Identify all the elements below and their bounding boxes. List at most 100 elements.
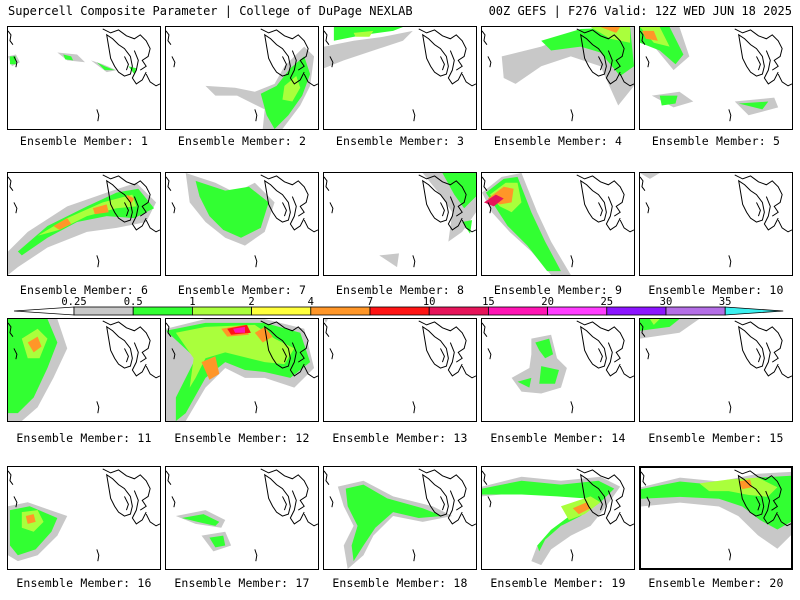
map-outline [734,28,783,71]
map-outline [303,219,318,233]
map-outline [412,255,416,268]
ensemble-member-map-9[interactable] [481,172,635,276]
map-outline [646,496,651,508]
map-outline [264,325,291,369]
map-outline [131,196,147,231]
ensemble-member-map-11[interactable] [7,318,161,422]
map-outline [645,56,650,68]
map-outline [482,176,488,191]
parameter-contour [590,27,631,43]
map-outline [728,255,732,268]
map-outline [447,342,463,377]
ensemble-member-map-8[interactable] [323,172,477,276]
map-outline [171,496,176,508]
ensemble-member-map-15[interactable] [639,318,793,422]
map-outline [619,219,634,233]
map-outline [580,33,607,77]
ensemble-member-map-16[interactable] [7,466,161,570]
legend-tick-label: 35 [718,296,732,308]
map-outline [576,468,625,511]
ensemble-member-map-13[interactable] [323,318,477,422]
map-outline [756,348,761,363]
map-outline [412,549,416,562]
ensemble-member-label-12: Ensemble Member: 12 [174,431,310,445]
map-outline [145,219,160,233]
ensemble-member-map-17[interactable] [165,466,319,570]
map-outline [106,33,133,77]
ensemble-member-label-16: Ensemble Member: 16 [16,576,152,590]
ensemble-member-map-10[interactable] [639,172,793,276]
ensemble-member-map-1[interactable] [7,26,161,130]
map-outline [487,202,492,214]
legend-swatch [606,306,667,316]
map-outline [412,401,416,414]
ensemble-member-map-2[interactable] [165,26,319,130]
header-run-info: 00Z GEFS | F276 Valid: 12Z WED JUN 18 20… [488,4,792,18]
map-outline [422,473,449,517]
map-outline [96,549,100,562]
parameter-contour [442,173,476,234]
map-outline [254,255,258,268]
map-outline [131,342,147,377]
ensemble-member-label-6: Ensemble Member: 6 [19,283,149,297]
ensemble-member-label-14: Ensemble Member: 14 [490,431,626,445]
ensemble-member-map-3[interactable] [323,26,477,130]
map-outline [124,348,129,363]
map-outline [619,513,634,527]
ensemble-member-map-19[interactable] [481,466,635,570]
map-outline [329,56,334,68]
ensemble-member-label-1: Ensemble Member: 1 [19,134,149,148]
parameter-contour [353,30,374,37]
map-outline [777,73,792,87]
ensemble-member-map-12[interactable] [165,318,319,422]
ensemble-member-label-19: Ensemble Member: 19 [490,576,626,590]
map-outline [738,179,765,223]
color-legend [13,306,784,316]
map-outline [605,196,621,231]
legend-tick-label: 10 [422,296,436,308]
ensemble-member-map-20[interactable] [639,466,793,570]
map-outline [580,473,607,517]
map-outline [166,470,172,485]
legend-swatch [251,306,312,316]
map-outline [619,73,634,87]
ensemble-member-map-18[interactable] [323,466,477,570]
ensemble-member-map-7[interactable] [165,172,319,276]
map-outline [605,50,621,85]
map-outline [576,320,625,363]
ensemble-member-map-4[interactable] [481,26,635,130]
map-outline [487,348,492,360]
map-outline [289,342,305,377]
map-outline [598,348,603,363]
map-outline [763,342,779,377]
map-outline [440,348,445,363]
map-outline [96,109,100,122]
map-outline [289,196,305,231]
map-outline [598,56,603,71]
legend-swatch [73,306,134,316]
map-outline [487,496,492,508]
map-outline [102,174,151,217]
map-outline [324,322,330,337]
map-outline [482,322,488,337]
map-outline [282,496,287,511]
ensemble-member-map-14[interactable] [481,318,635,422]
parameter-contour [640,319,680,331]
ensemble-member-label-10: Ensemble Member: 10 [648,283,784,297]
map-outline [13,348,18,360]
map-outline [13,496,18,508]
map-outline [576,28,625,71]
map-outline [418,174,467,217]
ensemble-member-label-7: Ensemble Member: 7 [177,283,307,297]
map-outline [254,401,258,414]
ensemble-member-map-5[interactable] [639,26,793,130]
map-outline [728,401,732,414]
legend-tick-label: 1 [189,296,196,308]
parameter-contour [9,54,137,75]
ensemble-member-label-8: Ensemble Member: 8 [335,283,465,297]
map-outline [756,202,761,217]
map-outline [418,468,467,511]
map-outline [461,365,476,379]
ensemble-member-map-6[interactable] [7,172,161,276]
parameter-contour [195,180,269,238]
